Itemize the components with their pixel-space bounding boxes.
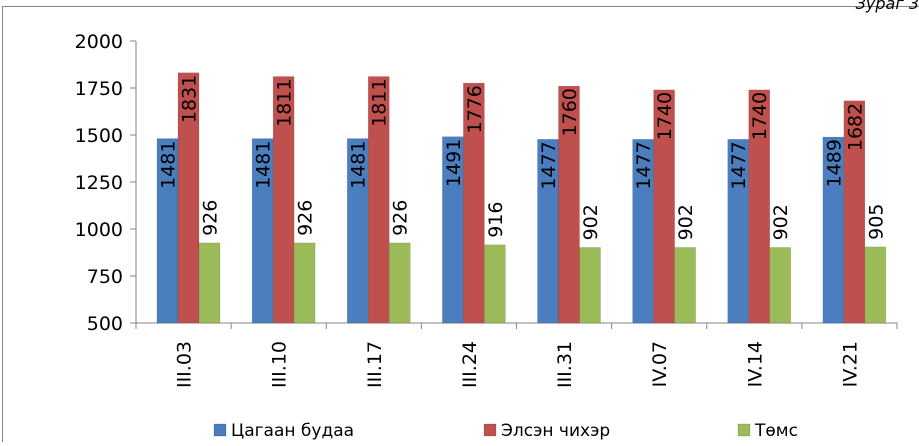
bar — [294, 243, 315, 323]
data-label: 1740 — [654, 92, 676, 140]
data-label: 1776 — [464, 85, 486, 133]
legend-label: Төмс — [754, 421, 798, 441]
data-label: 905 — [865, 204, 887, 240]
y-tick-label: 2000 — [75, 31, 123, 53]
data-label: 1477 — [538, 141, 560, 189]
data-label: 1811 — [369, 79, 391, 127]
data-label: 1477 — [633, 141, 655, 189]
data-label: 1491 — [443, 139, 465, 187]
y-tick-label: 1000 — [75, 219, 123, 241]
legend-label: Элсэн чихэр — [501, 421, 610, 441]
data-label: 1811 — [274, 79, 296, 127]
data-label: 902 — [770, 204, 792, 240]
x-tick-label: III.03 — [174, 341, 196, 388]
y-tick-label: 1250 — [75, 172, 123, 194]
data-label: 1489 — [823, 139, 845, 187]
legend-label: Цагаан будаа — [231, 421, 354, 441]
bar — [199, 243, 220, 323]
bar — [675, 247, 696, 323]
data-label: 1760 — [559, 88, 581, 136]
x-tick-label: IV.07 — [649, 341, 671, 387]
data-label: 1682 — [844, 103, 866, 151]
x-tick-label: III.10 — [269, 341, 291, 388]
data-label: 926 — [200, 200, 222, 236]
y-tick-label: 1750 — [75, 78, 123, 100]
data-label: 926 — [390, 200, 412, 236]
data-label: 1831 — [179, 75, 201, 123]
bar — [865, 247, 886, 323]
data-label: 1481 — [348, 141, 370, 189]
x-tick-label: III.31 — [554, 341, 576, 388]
data-label: 1740 — [749, 92, 771, 140]
y-tick-label: 500 — [87, 313, 123, 335]
y-tick-label: 750 — [87, 266, 123, 288]
y-tick-label: 1500 — [75, 125, 123, 147]
x-tick-label: III.17 — [364, 341, 386, 388]
data-label: 1481 — [158, 141, 180, 189]
x-tick-label: III.24 — [459, 341, 481, 388]
data-label: 1481 — [253, 141, 275, 189]
figure-caption: Зураг 3 — [856, 0, 919, 13]
data-label: 902 — [580, 204, 602, 240]
data-label: 1477 — [728, 141, 750, 189]
bar — [484, 245, 505, 323]
data-label: 926 — [295, 200, 317, 236]
bar — [580, 247, 601, 323]
legend-swatch — [484, 424, 496, 436]
x-tick-label: IV.21 — [839, 341, 861, 387]
legend-swatch — [738, 424, 750, 436]
bar — [770, 247, 791, 323]
legend-swatch — [214, 424, 226, 436]
data-label: 902 — [675, 204, 697, 240]
data-label: 916 — [485, 202, 507, 238]
bar — [389, 243, 410, 323]
x-tick-label: IV.14 — [744, 341, 766, 387]
